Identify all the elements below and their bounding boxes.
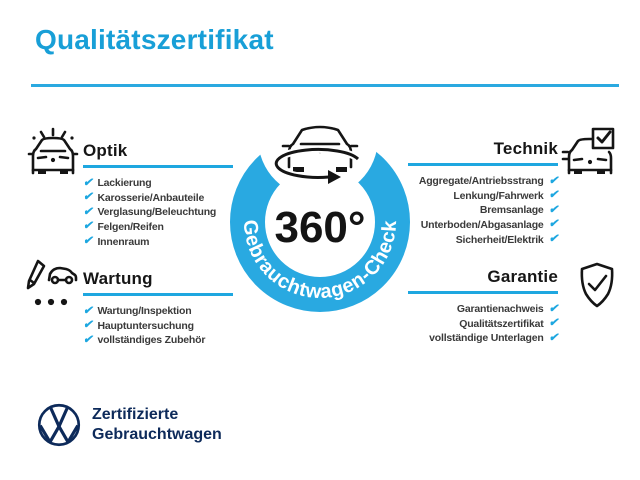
list-item-label: Wartung/Inspektion [97,305,192,318]
check-icon: ✔ [548,232,559,245]
list-item-label: Unterboden/Abgasanlage [420,219,544,232]
check-icon: ✔ [83,220,93,233]
list-item-label: Verglasung/Beleuchtung [97,206,217,219]
check-icon: ✔ [83,319,93,332]
list-item: ✔ Bremsanlage [408,203,558,218]
header-divider [31,84,619,87]
list-item: ✔ Verglasung/Beleuchtung [83,205,233,220]
list-item: ✔ Felgen/Reifen [83,220,233,235]
section-wartung: Wartung ✔ Wartung/Inspektion ✔ Hauptunters… [83,269,233,348]
check-icon: ✔ [83,234,93,247]
check-icon: ✔ [83,304,93,317]
list-item-label: Felgen/Reifen [97,221,164,234]
list-item-label: Innenraum [97,235,150,248]
section-technik-title: Technik [493,139,558,158]
list-item: ✔ Garantienachweis [408,302,558,317]
service-checklist-icon [25,258,81,310]
list-item-label: vollständiges Zubehör [97,334,206,347]
list-item-label: Sicherheit/Elektrik [455,233,544,246]
list-item: ✔ Wartung/Inspektion [83,304,233,319]
list-item: ✔ Aggregate/Antriebsstrang [408,174,558,189]
check-icon: ✔ [548,189,559,202]
check-icon: ✔ [548,317,559,330]
section-garantie: Garantie ✔ Garantienachweis ✔ Qualitätszer… [408,267,558,346]
section-optik-title: Optik [83,141,128,160]
list-item: ✔ Lackierung [83,176,233,191]
section-technik: Technik ✔ Aggregate/Antriebsstrang ✔ Lenku… [408,139,558,247]
technik-checklist: ✔ Aggregate/Antriebsstrang ✔ Lenkung/Fahrw… [408,174,558,247]
rotating-car-icon [272,125,361,184]
check-icon: ✔ [83,191,93,204]
check-icon: ✔ [83,205,93,218]
section-optik: Optik ✔ Lackierung ✔ Karosserie/Anbauteile… [83,141,233,249]
list-item: ✔ vollständiges Zubehör [83,333,233,348]
brand-claim-line1: Zertifizierte [92,406,179,423]
check-icon: ✔ [548,302,559,315]
check-icon: ✔ [83,333,93,346]
list-item: ✔ Hauptuntersuchung [83,319,233,334]
list-item: ✔ Qualitätszertifikat [408,317,558,332]
list-item: ✔ Sicherheit/Elektrik [408,232,558,247]
page-title: Qualitätszertifikat [35,24,274,55]
brand-claim: Zertifizierte Gebrauchtwagen [92,405,222,445]
optik-checklist: ✔ Lackierung ✔ Karosserie/Anbauteile ✔ Verg… [83,176,233,249]
list-item: ✔ Unterboden/Abgasanlage [408,218,558,233]
wartung-checklist: ✔ Wartung/Inspektion ✔ Hauptuntersuchung ✔… [83,304,233,348]
sparkling-car-icon [27,127,79,175]
list-item: ✔ Lenkung/Fahrwerk [408,189,558,204]
garantie-checklist: ✔ Garantienachweis ✔ Qualitätszertifikat ✔… [408,302,558,346]
check-icon: ✔ [548,174,559,187]
list-item: ✔ vollständige Unterlagen [408,331,558,346]
section-underline [408,291,558,294]
list-item: ✔ Karosserie/Anbauteile [83,191,233,206]
list-item-label: Lackierung [97,177,152,190]
section-wartung-title: Wartung [83,269,153,288]
list-item-label: Lenkung/Fahrwerk [453,189,544,202]
check-icon: ✔ [83,176,93,189]
list-item-label: vollständige Unterlagen [429,332,544,345]
list-item-label: Karosserie/Anbauteile [97,191,205,204]
list-item-label: Bremsanlage [479,204,544,217]
badge-360-check: 360° Gebrauchtwagen-Check [225,78,415,318]
car-checkbox-icon [561,127,617,175]
brand-claim-line2: Gebrauchtwagen [92,426,222,443]
check-icon: ✔ [548,331,559,344]
check-icon: ✔ [548,218,559,231]
section-underline [83,165,233,168]
badge-value: 360° [274,203,365,252]
list-item-label: Garantienachweis [456,303,544,316]
section-underline [83,293,233,296]
list-item-label: Hauptuntersuchung [97,319,194,332]
list-item-label: Qualitätszertifikat [459,317,544,330]
section-underline [408,163,558,166]
check-icon: ✔ [548,203,559,216]
vw-logo [36,402,82,453]
shield-check-icon [575,261,619,309]
list-item: ✔ Innenraum [83,234,233,249]
list-item-label: Aggregate/Antriebsstrang [418,175,544,188]
section-garantie-title: Garantie [487,267,558,286]
